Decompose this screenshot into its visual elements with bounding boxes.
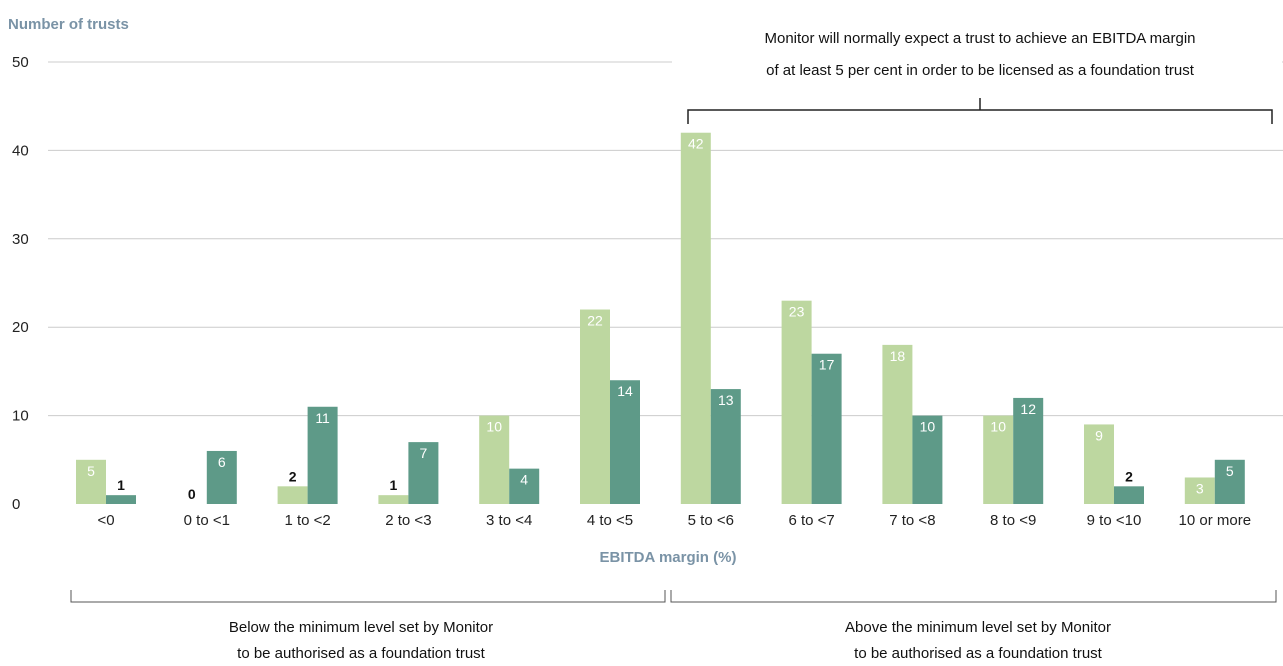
bar-series-2 [710,389,741,504]
below-annotation-line1: Below the minimum level set by Monitor [229,619,493,636]
bar-series-1 [580,309,610,504]
data-label: 13 [718,392,734,408]
x-tick-label: 0 to <1 [184,512,230,529]
bar-series-2 [811,353,842,504]
data-label: 10 [920,419,936,435]
data-label: 42 [688,136,704,152]
data-label: 4 [520,472,528,488]
data-label: 22 [587,313,603,329]
x-tick-label: 4 to <5 [587,512,633,529]
y-tick-label: 40 [12,142,29,159]
data-label: 18 [890,348,906,364]
x-tick-label: 8 to <9 [990,512,1036,529]
x-tick-label: 6 to <7 [788,512,834,529]
x-tick-label: 10 or more [1179,512,1252,529]
bar-series-1 [1084,424,1114,504]
x-tick-labels: <0 0 to <1 1 to <2 2 to <3 3 to <4 4 to <5 5 t… [97,512,1251,529]
below-annotation-line2: to be authorised as a foundation trust [237,645,486,662]
gridlines [48,61,1283,417]
y-tick-label: 0 [12,496,20,513]
bar-series-1 [277,486,308,504]
data-label: 10 [990,419,1006,435]
data-label: 7 [420,445,428,461]
top-annotation-backdrop [672,26,1282,88]
y-tick-label: 50 [12,54,29,71]
data-label: 23 [789,304,805,320]
data-label: 10 [486,419,502,435]
data-label: 14 [617,383,633,399]
x-tick-label: 3 to <4 [486,512,532,529]
bars [76,132,1245,504]
bar-series-2 [408,442,439,504]
x-tick-label: 9 to <10 [1087,512,1142,529]
bar-series-2 [1214,459,1245,504]
bar-series-1 [983,415,1014,504]
data-label: 1 [390,477,398,493]
top-bracket [687,98,1273,124]
bar-series-1 [479,415,510,504]
bar-series-1 [1184,477,1215,504]
bar-series-1 [378,495,409,504]
bar-series-1 [882,344,913,504]
bar-series-2 [106,495,136,504]
data-label: 2 [289,468,297,484]
above-bracket [670,590,1277,603]
x-tick-label: 5 to <6 [688,512,734,529]
data-label: 5 [1226,463,1234,479]
x-axis-title: EBITDA margin (%) [600,549,737,566]
above-annotation-line2: to be authorised as a foundation trust [854,645,1103,662]
y-tick-label: 30 [12,231,29,248]
data-label: 0 [188,486,196,502]
data-label: 3 [1196,480,1204,496]
data-label: 1 [117,477,125,493]
x-tick-label: <0 [97,512,114,529]
bar-series-1 [76,459,106,504]
bar-series-2 [307,406,338,504]
bar-series-2 [1013,397,1044,504]
bar-series-2 [206,450,237,504]
data-label: 12 [1020,401,1036,417]
bar-series-1 [680,132,711,504]
data-label: 9 [1095,427,1103,443]
bar-series-2 [912,415,943,504]
y-tick-label: 10 [12,408,29,425]
bar-series-1 [781,300,812,504]
data-label: 6 [218,454,226,470]
bar-series-2 [1114,486,1144,504]
data-label: 17 [819,357,835,373]
y-axis-title: Number of trusts [8,16,129,33]
top-annotation-line2: of at least 5 per cent in order to be li… [766,62,1195,79]
x-tick-label: 7 to <8 [889,512,935,529]
data-label: 5 [87,463,95,479]
bar-series-2 [509,468,540,504]
x-tick-label: 2 to <3 [385,512,431,529]
data-label: 2 [1125,468,1133,484]
bar-series-2 [610,380,640,504]
top-annotation-line1: Monitor will normally expect a trust to … [764,30,1195,47]
data-label: 11 [315,410,330,426]
above-annotation-line1: Above the minimum level set by Monitor [845,619,1111,636]
y-tick-label: 20 [12,319,29,336]
y-tick-labels: 0 10 20 30 40 50 [12,54,29,513]
x-tick-label: 1 to <2 [284,512,330,529]
below-bracket [70,590,666,603]
